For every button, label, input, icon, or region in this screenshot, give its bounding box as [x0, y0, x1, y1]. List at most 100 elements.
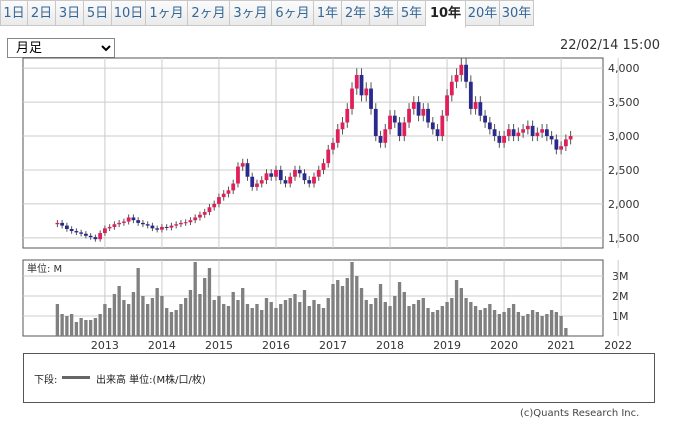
candle-body: [383, 129, 388, 143]
volume-bar: [459, 288, 463, 336]
candle-body: [497, 136, 502, 143]
candle-body: [212, 203, 217, 208]
volume-bar: [84, 320, 88, 336]
candle-body: [278, 169, 283, 181]
volume-bar: [283, 300, 288, 336]
volume-bar: [255, 304, 259, 336]
volume-bar: [93, 318, 98, 336]
candle-body: [297, 169, 302, 174]
tab-20年[interactable]: 20年: [466, 0, 500, 26]
candle-body: [126, 217, 131, 222]
volume-bar: [107, 308, 112, 336]
candle-body: [183, 222, 188, 224]
tab-1ヶ月[interactable]: 1ヶ月: [146, 0, 188, 26]
volume-bar: [79, 318, 83, 336]
candle-body: [98, 233, 103, 240]
volume-bar: [450, 298, 454, 336]
x-tick-label: 2016: [262, 339, 290, 352]
candle-body: [202, 212, 207, 215]
candle-body: [397, 122, 402, 137]
candle-body: [255, 183, 259, 187]
tab-1年[interactable]: 1年: [314, 0, 342, 26]
volume-bar: [274, 308, 278, 336]
legend: 下段: 出来高 単位:(M株/口/枚): [23, 353, 655, 403]
volume-bar: [431, 312, 435, 336]
candle-body: [559, 146, 564, 150]
tab-2年[interactable]: 2年: [342, 0, 370, 26]
candle-body: [107, 226, 112, 229]
candle-body: [155, 228, 160, 230]
tab-5年[interactable]: 5年: [398, 0, 426, 26]
candle-body: [250, 176, 255, 187]
candle-body: [530, 125, 535, 137]
candle-body: [478, 102, 483, 116]
stock-chart: 1,500 2,000 2,500 3,000 3,500 4,000 1M 2M 3M 単位: …: [22, 57, 640, 352]
volume-bar: [288, 298, 292, 336]
candle-body: [217, 197, 221, 204]
volume-bar: [65, 316, 69, 336]
candle-body: [122, 221, 126, 223]
volume-bar: [507, 308, 511, 336]
candle-body: [174, 224, 179, 226]
candle-body: [55, 222, 60, 225]
volume-bar: [169, 312, 174, 336]
volume-bar: [492, 310, 497, 336]
volume-bar: [117, 286, 121, 336]
candle-body: [426, 108, 430, 123]
x-tick-label: 2015: [205, 339, 233, 352]
tab-1日[interactable]: 1日: [0, 0, 28, 26]
tab-10日[interactable]: 10日: [112, 0, 146, 26]
candle-body: [60, 222, 65, 226]
candle-body: [198, 214, 202, 218]
volume-bar: [355, 276, 359, 336]
volume-bar: [198, 294, 202, 336]
candle-body: [392, 115, 397, 123]
volume-bar: [312, 300, 316, 336]
volume-bar: [407, 306, 411, 336]
candle-body: [483, 115, 487, 123]
tab-3年[interactable]: 3年: [370, 0, 398, 26]
volume-bar: [554, 312, 559, 336]
tab-6ヶ月[interactable]: 6ヶ月: [272, 0, 314, 26]
candle-body: [307, 180, 312, 184]
tab-2ヶ月[interactable]: 2ヶ月: [188, 0, 230, 26]
volume-bar: [359, 288, 364, 336]
candle-body: [430, 122, 435, 130]
volume-bar: [155, 288, 159, 336]
candle-body: [449, 81, 454, 96]
volume-bar: [483, 308, 487, 336]
tab-30年[interactable]: 30年: [500, 0, 534, 26]
volume-unit-label: 単位: M: [27, 262, 62, 275]
volume-bar: [502, 312, 506, 336]
price-tick-label: 2,000: [608, 198, 640, 211]
tab-3日[interactable]: 3日: [56, 0, 84, 26]
tab-2日[interactable]: 2日: [28, 0, 56, 26]
volume-bar: [564, 328, 568, 336]
candle-body: [407, 108, 411, 123]
volume-bar: [426, 308, 430, 336]
volume-bar: [526, 314, 530, 336]
volume-bar: [374, 298, 378, 336]
volume-bar: [530, 310, 535, 336]
candle-body: [79, 232, 84, 234]
candle-body: [193, 217, 198, 221]
volume-bar: [165, 308, 169, 336]
candle-body: [69, 229, 74, 232]
candle-body: [240, 163, 245, 167]
tab-3ヶ月[interactable]: 3ヶ月: [230, 0, 272, 26]
volume-bar: [55, 304, 60, 336]
volume-bar: [179, 304, 183, 336]
price-tick-label: 4,000: [608, 62, 640, 75]
volume-bar: [174, 310, 178, 336]
candle-body: [150, 225, 155, 229]
candle-body: [288, 176, 293, 184]
candle-body: [145, 224, 150, 226]
tab-10年[interactable]: 10年: [426, 0, 466, 28]
candle-body: [411, 102, 416, 109]
candle-body: [331, 142, 335, 150]
volume-bar: [540, 316, 544, 336]
tab-5日[interactable]: 5日: [84, 0, 112, 26]
candle-interval-select[interactable]: 月足: [7, 38, 115, 58]
candle-body: [459, 64, 464, 75]
x-tick-label: 2013: [91, 339, 119, 352]
